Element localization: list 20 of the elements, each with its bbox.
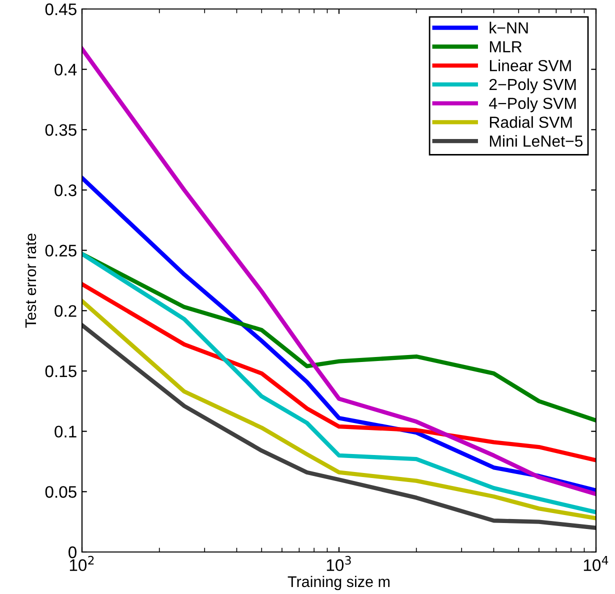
x-tick-label: 10$^{3}$ xyxy=(326,556,351,572)
legend-label: 2−Poly SVM xyxy=(489,78,576,94)
y-tick-label: 0.2 xyxy=(54,305,76,317)
y-axis-title: Test error rate xyxy=(25,234,36,328)
legend-label: Mini LeNet−5 xyxy=(490,135,583,147)
legend-label: k−NN xyxy=(490,22,528,34)
legend-label: Linear SVM xyxy=(490,60,571,72)
x-tick-label: 10$^{4}$ xyxy=(584,556,608,572)
y-tick-label: 0.1 xyxy=(54,426,76,438)
y-tick-label: 0.3 xyxy=(54,184,76,196)
y-tick-label: 0.45 xyxy=(45,3,76,16)
y-tick-label: 0.35 xyxy=(45,124,76,136)
y-tick-label: 0.15 xyxy=(45,365,76,378)
y-tick-label: 0.4 xyxy=(54,64,77,76)
x-axis-title: Training size m xyxy=(288,576,390,590)
legend-label: Radial SVM xyxy=(490,116,572,128)
y-tick-label: 0.05 xyxy=(45,486,76,498)
legend-label: MLR xyxy=(490,41,522,52)
y-tick-label: 0.25 xyxy=(45,244,76,257)
legend-label: 4−Poly SVM xyxy=(489,97,576,112)
